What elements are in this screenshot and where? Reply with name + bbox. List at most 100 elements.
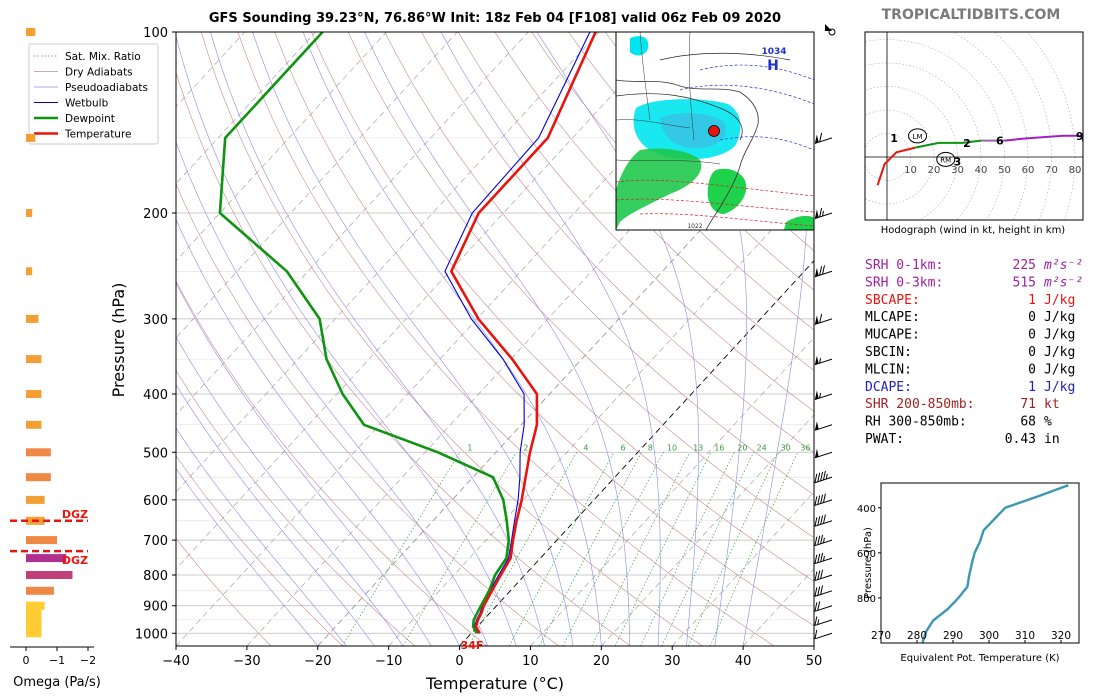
barb-shaft: [814, 619, 833, 626]
x-tick-label: 30: [664, 654, 681, 669]
wind-barb: [814, 514, 833, 527]
hodograph-trace: [876, 146, 916, 186]
location-marker: [708, 125, 720, 137]
barb-full: [814, 496, 818, 506]
hodograph-height-label: 3: [954, 156, 962, 169]
barb-full: [820, 585, 824, 595]
barb-full: [819, 132, 823, 143]
isotherm: [176, 32, 529, 416]
isotherm: [176, 32, 387, 262]
index-row: PWAT: 0.43 in: [865, 432, 1060, 447]
mixing-ratio-line: [591, 452, 691, 646]
index-unit: kt: [1044, 397, 1060, 412]
barb-full: [817, 553, 821, 563]
theta-e-y-tick-label: 600: [857, 549, 876, 560]
dry-adiabat: [176, 183, 559, 646]
theta-e-x-tick-label: 320: [1051, 630, 1071, 642]
pseudoadiabat: [656, 32, 748, 646]
index-value: 0: [1028, 345, 1036, 360]
x-tick-label: 0: [455, 654, 463, 669]
pseudoadiabat: [176, 218, 460, 646]
dry-adiabat: [494, 32, 814, 371]
mixing-ratio-label: 36: [800, 443, 810, 452]
omega-bar: [26, 448, 51, 457]
barb-flag: [814, 134, 819, 144]
barb-full: [820, 552, 824, 562]
index-value: 515: [1013, 275, 1036, 290]
barb-half: [819, 392, 822, 399]
mixing-ratio-line: [562, 452, 664, 646]
omega-bar: [26, 420, 42, 429]
wind-barb: [814, 616, 833, 626]
theta-e-x-tick-label: 310: [1015, 630, 1035, 642]
barb-full: [820, 515, 824, 525]
mixing-ratio-line: [614, 452, 712, 646]
dry-adiabat: [176, 455, 344, 646]
barb-full: [814, 587, 818, 597]
hodograph-height-label: 2: [963, 137, 971, 150]
y-tick-label: 300: [143, 313, 168, 328]
wind-barb: [814, 629, 833, 640]
y-tick-label: 800: [143, 569, 168, 584]
mixing-ratio-label: 10: [667, 443, 677, 452]
mixing-ratio-label: 4: [583, 443, 588, 452]
theta-e-plot: [921, 484, 1069, 643]
barb-half: [821, 210, 824, 217]
index-unit: J/kg: [1044, 310, 1075, 325]
wind-barb: [814, 448, 833, 459]
isotherm: [176, 32, 600, 493]
barb-shaft: [814, 605, 833, 612]
theta-e-y-tick-label: 400: [857, 504, 876, 515]
pseudoadiabat: [536, 32, 699, 646]
x-tick-label: −10: [375, 654, 402, 669]
x-tick-label: 40: [735, 654, 752, 669]
barb-full: [817, 535, 821, 545]
dgz-label: DGZ: [62, 508, 88, 521]
x-tick-label: 10: [522, 654, 539, 669]
hodograph-ring-label: 40: [975, 165, 988, 176]
index-label: SRH 0-3km:: [865, 275, 943, 290]
pseudoadiabat: [176, 427, 347, 646]
omega-bar: [26, 495, 45, 504]
pseudoadiabat: [364, 32, 630, 646]
barb-flag: [814, 315, 819, 325]
isotherm: [176, 32, 316, 185]
omega-bar: [26, 314, 39, 323]
theta-e-frame: [880, 482, 1080, 644]
mixing-ratio-line: [402, 452, 517, 646]
pseudoadiabat: [210, 32, 545, 646]
index-unit: J/kg: [1044, 380, 1075, 395]
index-label: SRH 0-1km:: [865, 258, 943, 273]
dry-adiabat: [347, 32, 814, 539]
barb-full: [817, 516, 821, 526]
barb-full: [819, 266, 823, 276]
hodograph-ring-label: 80: [1069, 165, 1082, 176]
omega-bar: [26, 355, 42, 364]
x-tick-label: −30: [233, 654, 260, 669]
index-value: 1: [1028, 293, 1036, 308]
theta-e-x-tick-label: 270: [871, 630, 891, 642]
wind-barb: [814, 421, 833, 431]
mixing-ratio-label: 2: [523, 443, 528, 452]
index-value: 0: [1028, 362, 1036, 377]
barb-full: [814, 616, 818, 626]
theta-e-y-tick-label: 800: [857, 594, 876, 605]
barb-half: [822, 555, 825, 562]
omega-bar: [26, 28, 36, 36]
pseudoadiabat: [440, 32, 661, 646]
isobar-label: 1022: [687, 223, 702, 230]
barb-shaft: [814, 574, 833, 582]
map-frame: [615, 31, 815, 231]
index-row: SBCIN: 0 J/kg: [865, 345, 1075, 360]
index-row: SRH 0-3km: 515 m²s⁻²: [865, 275, 1083, 290]
barb-full: [820, 569, 824, 579]
dewpoint-profile: [218, 32, 511, 634]
y-tick-label: 100: [143, 26, 168, 41]
index-label: SHR 200-850mb:: [865, 397, 975, 412]
omega-bar: [26, 629, 42, 638]
dry-adiabat: [176, 537, 272, 646]
mixing-ratio-line: [661, 452, 755, 646]
wind-barb: [814, 132, 833, 144]
wind-barb: [828, 28, 836, 36]
pseudoadiabat: [176, 35, 517, 646]
